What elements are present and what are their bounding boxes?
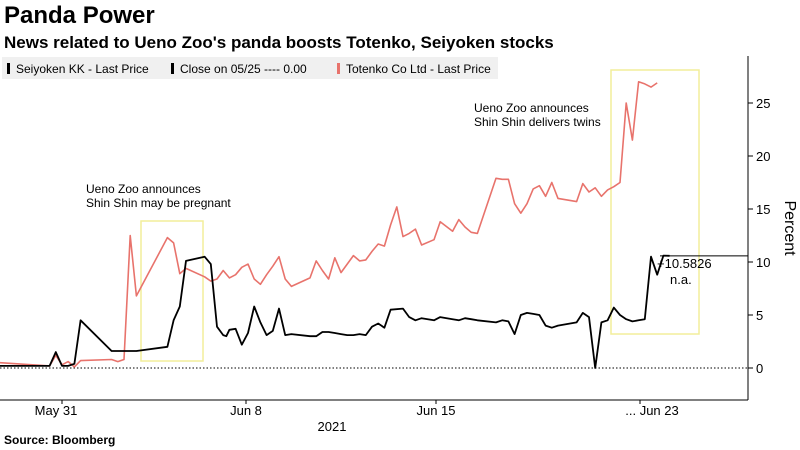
legend-label-seiyoken: Seiyoken KK - Last Price — [16, 62, 149, 76]
x-tick-label-jun8: Jun 8 — [230, 403, 262, 418]
x-tick-label-jun23: ... Jun 23 — [625, 403, 678, 418]
annotation-twins-line2: Shin Shin delivers twins — [474, 115, 601, 129]
legend-background — [2, 57, 498, 79]
y-tick-label-5: 5 — [756, 308, 763, 323]
y-tick-label-20: 20 — [756, 149, 770, 164]
x-year-label: 2021 — [318, 419, 347, 434]
x-tick-label-jun15: Jun 15 — [416, 403, 455, 418]
source-note: Source: Bloomberg — [4, 433, 116, 447]
y-tick-label-25: 25 — [756, 96, 770, 111]
annotation-pregnant-line2: Shin Shin may be pregnant — [86, 196, 231, 210]
annotation-pregnant-line1: Ueno Zoo announces — [86, 182, 201, 196]
highlight-box-twins — [610, 69, 700, 335]
legend-swatch-totenko — [337, 63, 340, 74]
legend-label-totenko: Totenko Co Ltd - Last Price — [346, 62, 491, 76]
chart-title: Panda Power — [4, 2, 155, 29]
y-tick-label-10: 10 — [756, 255, 770, 270]
y-tick-label-15: 15 — [756, 202, 770, 217]
x-tick-label-may31: May 31 — [35, 403, 78, 418]
legend-swatch-seiyoken — [7, 63, 10, 74]
legend: Seiyoken KK - Last Price Close on 05/25 … — [2, 57, 498, 79]
last-value-label: +10.5826 — [657, 256, 712, 271]
na-label: n.a. — [670, 272, 692, 287]
series-line-seiyoken — [0, 254, 670, 369]
y-tick-label-0: 0 — [756, 361, 763, 376]
series-line-totenko — [0, 81, 658, 368]
legend-swatch-close — [171, 63, 174, 74]
annotation-twins-line1: Ueno Zoo announces — [474, 101, 589, 115]
chart-subtitle: News related to Ueno Zoo's panda boosts … — [4, 33, 554, 52]
y-axis-title: Percent — [781, 200, 798, 256]
highlight-box-pregnant — [140, 220, 204, 362]
y-axis-ticks: 0 5 10 15 20 25 — [748, 96, 770, 376]
legend-label-close: Close on 05/25 ---- 0.00 — [180, 62, 307, 76]
